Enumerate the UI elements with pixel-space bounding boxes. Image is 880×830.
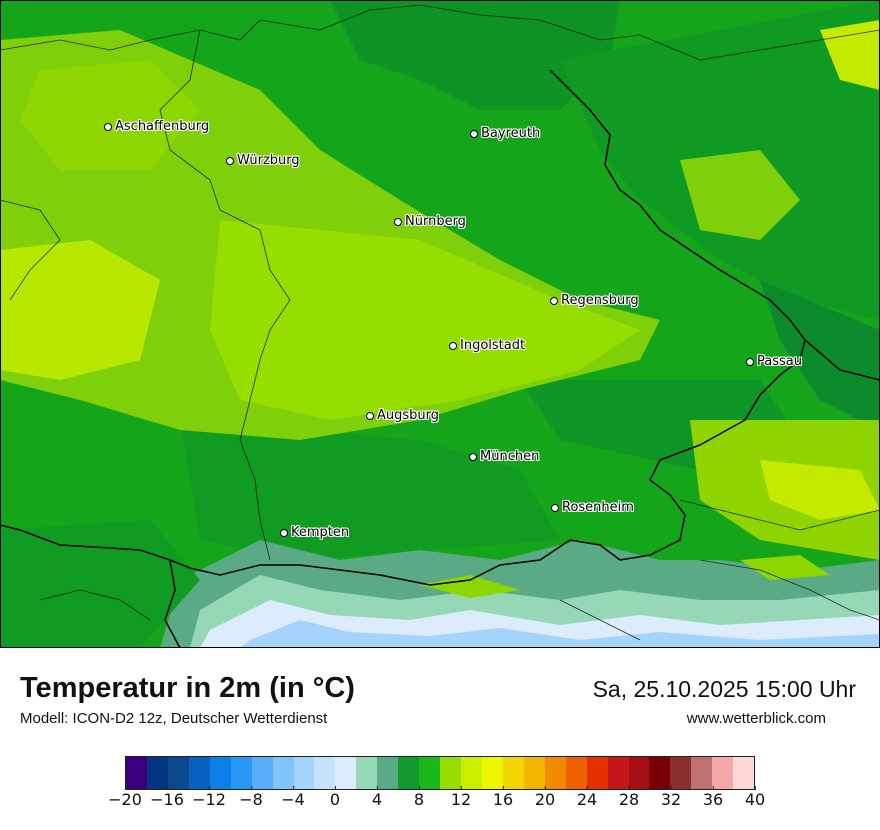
legend-swatch: [481, 757, 503, 789]
legend-tick-label: −16: [150, 786, 184, 809]
legend-swatch: [523, 757, 545, 789]
legend-tick-label: 40: [744, 786, 766, 809]
city-marker: Augsburg: [366, 408, 439, 423]
city-dot: [469, 452, 477, 461]
color-legend: [125, 756, 755, 790]
city-marker: München: [469, 449, 539, 464]
legend-swatch: [146, 757, 168, 789]
city-label: Passau: [757, 354, 802, 369]
legend-swatch: [293, 757, 315, 789]
map-field: [0, 0, 880, 648]
city-dot: [280, 528, 288, 537]
legend-swatch: [126, 757, 147, 789]
legend-tick-label: 28: [618, 786, 640, 809]
legend-swatch: [419, 757, 441, 789]
city-marker: Würzburg: [226, 153, 300, 168]
legend-swatch: [335, 757, 357, 789]
legend-swatch: [544, 757, 566, 789]
legend-tick-label: −8: [239, 786, 263, 809]
legend-swatch: [356, 757, 378, 789]
city-label: Regensburg: [561, 293, 639, 308]
legend-swatch: [167, 757, 189, 789]
legend-swatch: [440, 757, 461, 789]
map-title: Temperatur in 2m (in °C): [20, 672, 355, 704]
legend-swatch: [502, 757, 524, 789]
legend-tick-label: 16: [492, 786, 514, 809]
legend-ticks: −20 −16 −12 −8 −4 0 4 8 12 16 20 24 28 32 36 40: [108, 786, 765, 830]
city-marker: Bayreuth: [470, 126, 540, 141]
legend-tick-label: −12: [192, 786, 226, 809]
legend-tick-label: 12: [450, 786, 472, 809]
city-dot: [550, 296, 558, 305]
city-dot: [449, 341, 457, 350]
city-label: Ingolstadt: [460, 338, 526, 353]
legend-tick-label: 8: [413, 786, 425, 809]
city-label: Aschaffenburg: [115, 119, 210, 134]
legend-tick-label: −4: [281, 786, 305, 809]
city-marker: Kempten: [280, 525, 349, 540]
forecast-datetime: Sa, 25.10.2025 15:00 Uhr: [592, 676, 856, 702]
city-label: Nürnberg: [405, 214, 466, 229]
legend-swatch: [691, 757, 713, 789]
legend-swatch: [188, 757, 210, 789]
city-marker: Aschaffenburg: [104, 119, 209, 134]
city-label: Rosenheim: [562, 500, 634, 515]
city-label: München: [480, 449, 540, 464]
legend-tick-label: 24: [576, 786, 598, 809]
city-label: Bayreuth: [481, 126, 541, 141]
legend-swatch: [565, 757, 587, 789]
legend-swatch: [628, 757, 650, 789]
legend-swatch: [733, 757, 755, 789]
city-label: Kempten: [291, 525, 350, 540]
city-dot: [394, 217, 402, 226]
city-dot: [366, 411, 374, 420]
city-dot: [226, 156, 234, 165]
legend-tick-label: 0: [329, 786, 341, 809]
city-marker: Rosenheim: [551, 500, 634, 515]
city-dot: [104, 122, 112, 131]
legend-swatch: [670, 757, 692, 789]
city-marker: Nürnberg: [394, 214, 466, 229]
temperature-map: Aschaffenburg Würzburg Bayreuth Nürnberg…: [0, 0, 880, 648]
legend-swatch: [712, 757, 734, 789]
legend-swatch: [461, 757, 482, 789]
legend-tick-label: 20: [534, 786, 556, 809]
model-info: Modell: ICON-D2 12z, Deutscher Wetterdie…: [20, 710, 328, 727]
legend-tick-label: −20: [108, 786, 142, 809]
footer: Temperatur in 2m (in °C) Modell: ICON-D2…: [0, 648, 880, 830]
legend-tick-label: 4: [371, 786, 383, 809]
legend-swatch: [586, 757, 608, 789]
legend-swatch: [230, 757, 252, 789]
city-dot: [470, 129, 478, 138]
city-dot: [551, 503, 559, 512]
legend-tick-label: 32: [660, 786, 682, 809]
city-marker: Passau: [746, 354, 802, 369]
website-link[interactable]: www.wetterblick.com: [686, 710, 826, 727]
legend-swatch: [251, 757, 273, 789]
legend-swatch: [209, 757, 231, 789]
city-label: Augsburg: [377, 408, 440, 423]
legend-tick-label: 36: [702, 786, 724, 809]
city-dot: [746, 357, 754, 366]
legend-swatch: [272, 757, 294, 789]
city-marker: Regensburg: [550, 293, 639, 308]
legend-swatch: [314, 757, 336, 789]
legend-swatch: [649, 757, 671, 789]
city-marker: Ingolstadt: [449, 338, 525, 353]
legend-swatch: [398, 757, 420, 789]
legend-swatch: [377, 757, 399, 789]
city-label: Würzburg: [237, 153, 300, 168]
legend-swatch: [607, 757, 629, 789]
